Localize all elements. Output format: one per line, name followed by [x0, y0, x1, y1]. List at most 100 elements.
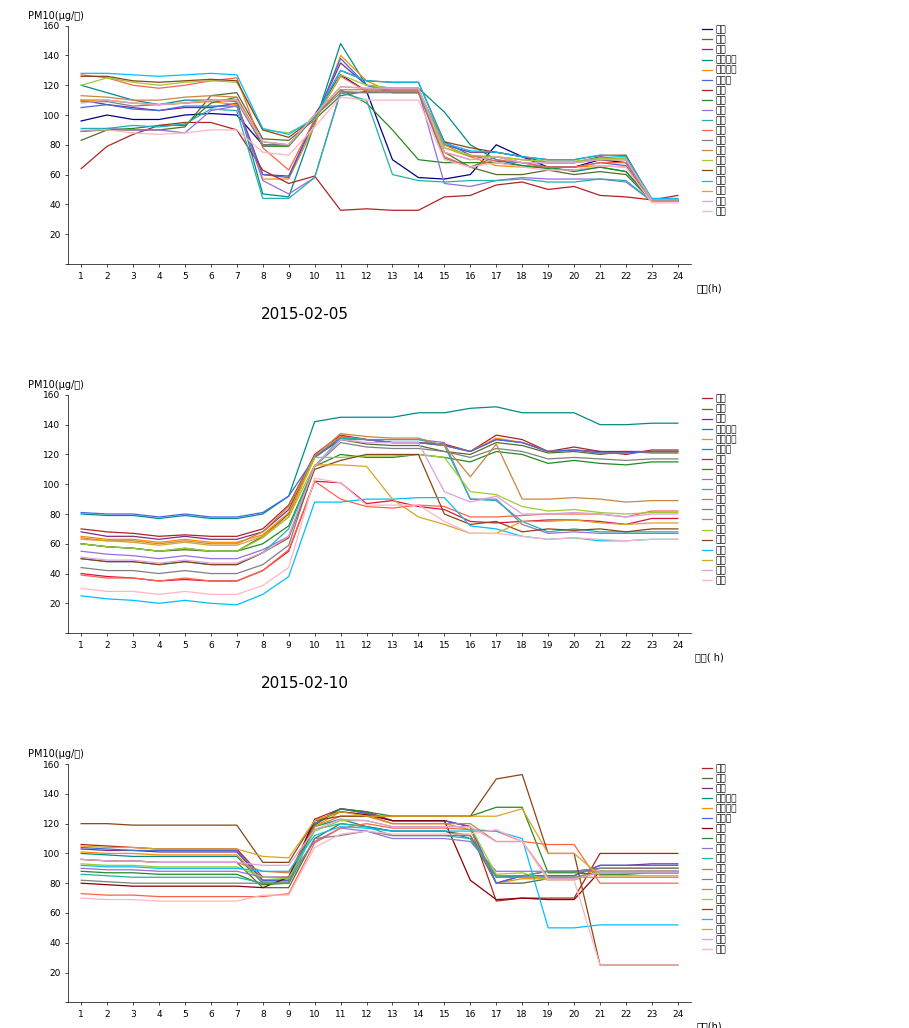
전북	[154, 558, 165, 571]
제주	[309, 841, 320, 853]
경기남부	[102, 534, 113, 546]
경남	[439, 485, 450, 498]
부산	[621, 866, 632, 878]
서울	[516, 150, 527, 162]
경기남부	[179, 849, 190, 861]
경기남부	[594, 447, 605, 460]
경기남부	[154, 537, 165, 549]
Line: 충남: 충남	[81, 454, 678, 551]
인천	[335, 817, 346, 830]
제주	[127, 893, 138, 906]
전남	[646, 919, 657, 931]
대구	[543, 162, 554, 175]
경기북부	[309, 820, 320, 833]
경남	[491, 490, 502, 503]
제주	[284, 561, 295, 574]
대전	[673, 195, 684, 208]
경기남부	[673, 445, 684, 457]
Line: 전남: 전남	[81, 827, 678, 928]
제주	[464, 161, 475, 174]
제주	[102, 893, 113, 906]
서울	[309, 448, 320, 461]
경기북부	[335, 411, 346, 424]
경남	[205, 557, 216, 570]
충북	[491, 438, 502, 450]
대구	[361, 806, 372, 818]
Line: 경북: 경북	[81, 465, 678, 545]
울산	[127, 889, 138, 902]
경기북부	[335, 813, 346, 825]
전북	[464, 142, 475, 154]
경기	[491, 877, 502, 889]
서울	[335, 69, 346, 81]
제주	[491, 823, 502, 836]
강원	[594, 153, 605, 166]
인천	[516, 877, 527, 889]
인천	[413, 439, 424, 451]
경기남부	[439, 142, 450, 154]
경기남부	[387, 817, 398, 830]
경기	[127, 844, 138, 856]
충북	[413, 432, 424, 444]
울산	[673, 877, 684, 889]
제주	[232, 588, 243, 600]
충남	[439, 451, 450, 464]
충남	[569, 874, 580, 886]
Text: PM10(μg/㎡): PM10(μg/㎡)	[27, 380, 84, 391]
강원	[621, 153, 632, 166]
충남	[75, 538, 86, 550]
경기	[179, 530, 190, 543]
경남	[594, 867, 605, 879]
대전	[646, 867, 657, 879]
충남	[491, 150, 502, 162]
Line: 전북: 전북	[81, 454, 678, 564]
강원	[464, 830, 475, 842]
대구	[516, 159, 527, 172]
인천	[335, 89, 346, 102]
대구	[154, 545, 165, 557]
경기남부	[309, 820, 320, 833]
전북	[154, 819, 165, 832]
전남	[335, 820, 346, 833]
전북	[361, 75, 372, 87]
전남	[413, 491, 424, 504]
경남	[154, 99, 165, 111]
수도권	[75, 102, 86, 114]
수도권	[232, 511, 243, 523]
경기	[569, 444, 580, 456]
경북	[621, 153, 632, 166]
대구	[464, 455, 475, 468]
대전	[439, 176, 450, 188]
경북	[205, 94, 216, 106]
전북	[127, 819, 138, 832]
Line: 충남: 충남	[81, 75, 678, 199]
경남	[335, 813, 346, 825]
경기북부	[543, 866, 554, 878]
광주	[621, 866, 632, 878]
충남	[205, 860, 216, 873]
경기	[75, 843, 86, 855]
제주	[387, 499, 398, 511]
인천	[154, 123, 165, 136]
대전	[361, 94, 372, 106]
전북	[491, 773, 502, 785]
충남	[75, 79, 86, 91]
수도권	[387, 85, 398, 98]
부산	[569, 514, 580, 526]
광주	[232, 100, 243, 112]
전남	[516, 150, 527, 162]
수도권	[257, 507, 268, 519]
제주	[621, 959, 632, 971]
수도권	[335, 803, 346, 815]
광주	[594, 173, 605, 185]
울산	[232, 72, 243, 84]
서울	[387, 814, 398, 827]
경기북부	[284, 877, 295, 889]
충남	[361, 814, 372, 827]
수도권	[75, 507, 86, 519]
인천	[673, 867, 684, 879]
광주	[387, 85, 398, 98]
전남	[205, 67, 216, 79]
부산	[257, 163, 268, 176]
강원	[75, 874, 86, 886]
